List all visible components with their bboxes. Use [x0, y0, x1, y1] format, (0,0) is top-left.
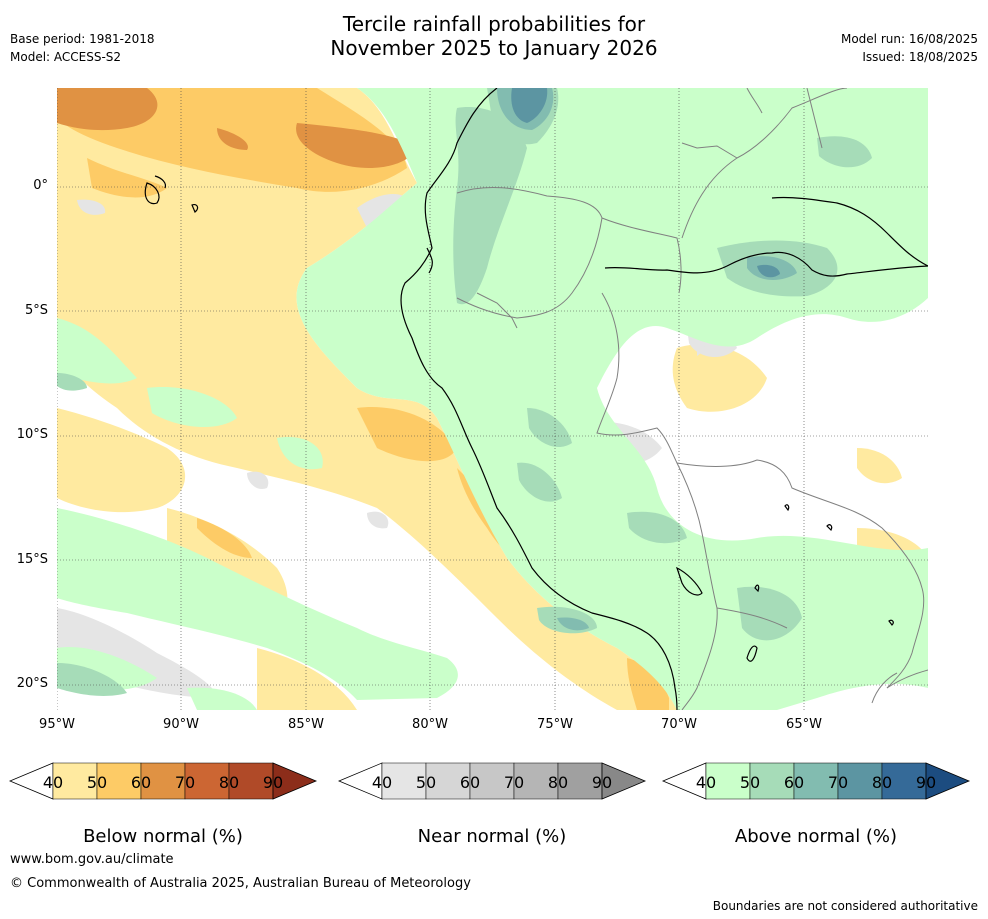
title-line-1: Tercile rainfall probabilities for — [342, 12, 646, 36]
colorbar-legends — [8, 762, 971, 800]
above-tick-80: 80 — [871, 773, 893, 792]
near-tick-40: 40 — [371, 773, 393, 792]
colorbar-near — [337, 762, 647, 800]
lat-label-15s: 15°S — [16, 552, 48, 567]
above-swatch-3 — [837, 762, 883, 800]
country-borders — [456, 88, 928, 710]
lon-label-75w: 75°W — [537, 717, 573, 732]
below-swatch-1 — [96, 762, 142, 800]
lon-label-65w: 65°W — [786, 717, 822, 732]
lon-label-95w: 95°W — [39, 717, 75, 732]
near-tick-60: 60 — [459, 773, 481, 792]
above-tick-60: 60 — [783, 773, 805, 792]
run-info: Model run: 16/08/2025 Issued: 18/08/2025 — [841, 30, 978, 66]
above-tick-90: 90 — [915, 773, 937, 792]
colorbar-above — [661, 762, 971, 800]
lon-label-80w: 80°W — [412, 717, 448, 732]
near-swatch-3 — [513, 762, 559, 800]
copyright: © Commonwealth of Australia 2025, Austra… — [10, 876, 471, 891]
disclaimer: Boundaries are not considered authoritat… — [712, 899, 978, 913]
above-swatch-2 — [793, 762, 839, 800]
lat-label-5s: 5°S — [24, 303, 48, 318]
model-info: Base period: 1981-2018 Model: ACCESS-S2 — [10, 30, 155, 66]
above-tick-50: 50 — [739, 773, 761, 792]
below-swatch-4 — [228, 762, 274, 800]
lon-label-90w: 90°W — [163, 717, 199, 732]
below-tick-80: 80 — [218, 773, 240, 792]
near-tick-90: 90 — [591, 773, 613, 792]
near-swatch-1 — [425, 762, 471, 800]
below-tick-60: 60 — [130, 773, 152, 792]
near-swatch-2 — [469, 762, 515, 800]
lat-label-0: 0° — [33, 178, 48, 193]
probability-map — [57, 88, 928, 710]
model-name: Model: ACCESS-S2 — [10, 50, 122, 64]
coastlines — [144, 88, 928, 710]
below-tick-90: 90 — [262, 773, 284, 792]
below-tick-40: 40 — [42, 773, 64, 792]
map-title: Tercile rainfall probabilities for Novem… — [0, 12, 988, 60]
near-swatch-4 — [557, 762, 603, 800]
near-tick-80: 80 — [547, 773, 569, 792]
near-high-extend — [601, 762, 647, 800]
above-normal-regions — [57, 88, 928, 710]
below-swatch-0 — [52, 762, 98, 800]
model-run: Model run: 16/08/2025 — [840, 32, 978, 46]
title-line-2: November 2025 to January 2026 — [330, 36, 658, 60]
below-tick-70: 70 — [174, 773, 196, 792]
above-swatch-1 — [749, 762, 795, 800]
near-tick-50: 50 — [415, 773, 437, 792]
above-tick-70: 70 — [827, 773, 849, 792]
colorbar-below — [8, 762, 318, 800]
website-link[interactable]: www.bom.gov.au/climate — [10, 852, 174, 867]
above-swatch-0 — [705, 762, 751, 800]
near-swatch-0 — [381, 762, 427, 800]
lat-label-10s: 10°S — [16, 427, 48, 442]
above-tick-40: 40 — [695, 773, 717, 792]
below-tick-50: 50 — [86, 773, 108, 792]
lon-label-70w: 70°W — [661, 717, 697, 732]
above-swatch-4 — [881, 762, 927, 800]
above-normal-title: Above normal (%) — [734, 826, 898, 847]
below-high-extend — [272, 762, 318, 800]
lon-label-85w: 85°W — [288, 717, 324, 732]
near-normal-title: Near normal (%) — [417, 826, 567, 847]
lat-label-20s: 20°S — [16, 676, 48, 691]
below-normal-title: Below normal (%) — [83, 826, 243, 847]
issued-date: Issued: 18/08/2025 — [862, 50, 978, 64]
above-high-extend — [925, 762, 971, 800]
near-tick-70: 70 — [503, 773, 525, 792]
base-period: Base period: 1981-2018 — [10, 32, 155, 46]
